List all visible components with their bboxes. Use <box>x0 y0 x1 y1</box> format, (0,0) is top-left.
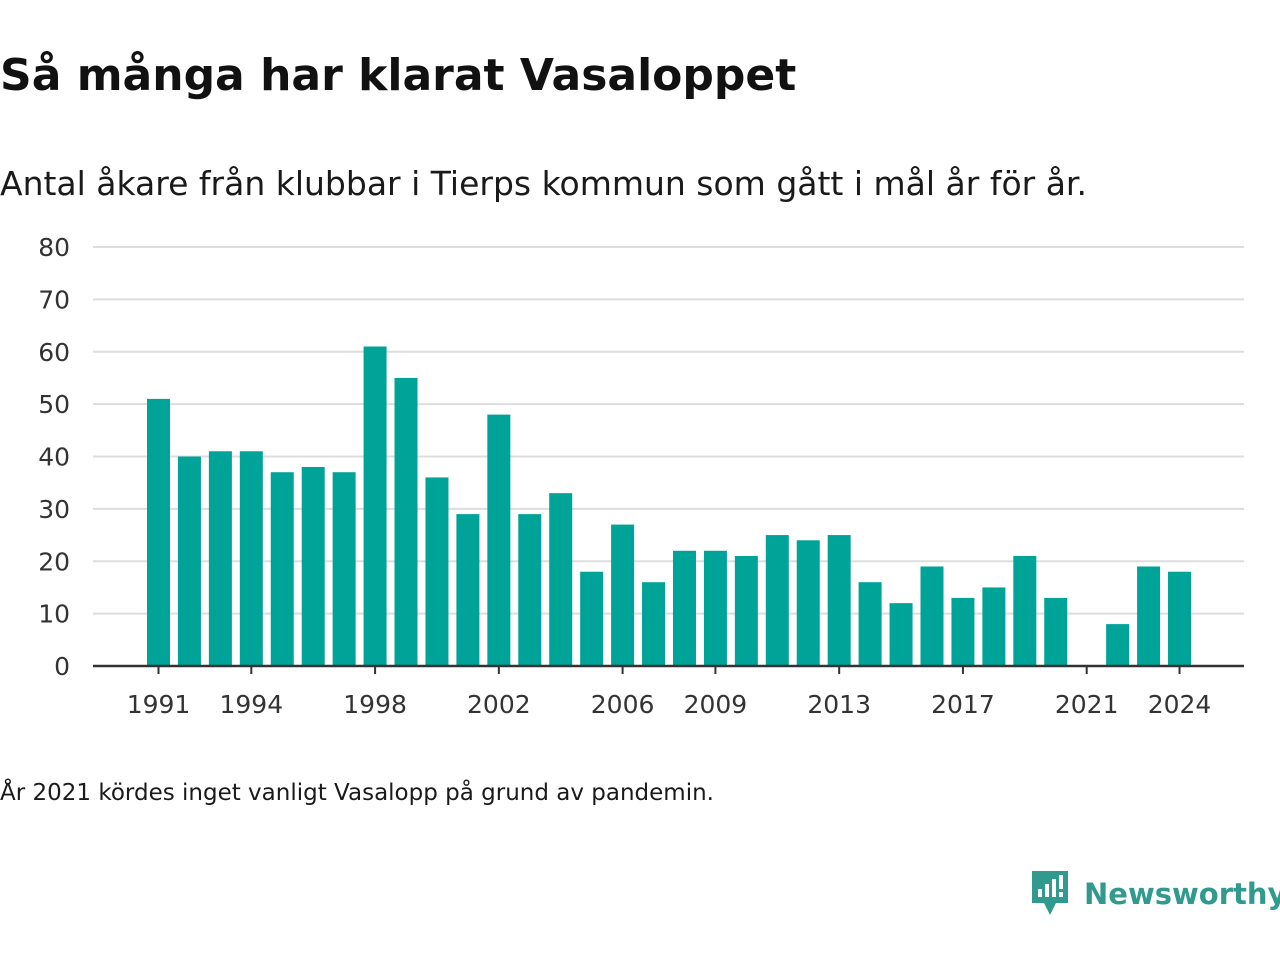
bar-2024: 2024: 18 <box>1168 571 1192 666</box>
y-tick-label: 40 <box>38 443 70 472</box>
bar-2019: 2019: 21 <box>1013 556 1037 666</box>
y-tick-label: 50 <box>38 390 70 419</box>
bar-2008: 2008: 22 <box>672 550 696 666</box>
bar-2015: 2015: 12 <box>889 603 913 666</box>
bar-2010: 2010: 21 <box>734 556 758 666</box>
bar-2000: 2000: 36 <box>425 477 449 666</box>
x-tick-label: 1991 <box>127 690 191 719</box>
x-tick-label: 2021 <box>1055 690 1119 719</box>
y-tick-label: 80 <box>38 233 70 262</box>
y-tick-label: 0 <box>54 652 70 681</box>
x-tick-label: 2013 <box>807 690 871 719</box>
y-tick-label: 20 <box>38 547 70 576</box>
y-tick-label: 70 <box>38 285 70 314</box>
bar-2005: 2005: 18 <box>580 571 604 666</box>
bar-1995: 1995: 37 <box>270 472 294 666</box>
x-tick-label: 2002 <box>467 690 531 719</box>
bar-2007: 2007: 16 <box>642 582 666 666</box>
y-tick-label: 10 <box>38 600 70 629</box>
chart-title: Så många har klarat Vasaloppet <box>0 50 797 101</box>
bar-1991: 1991: 51 <box>147 398 170 666</box>
bar-2017: 2017: 13 <box>951 597 975 666</box>
bar-2004: 2004: 33 <box>549 493 573 666</box>
x-tick-label: 2017 <box>931 690 995 719</box>
x-tick-label: 1994 <box>220 690 284 719</box>
grid-lines <box>93 246 1244 615</box>
bar-2013: 2013: 25 <box>827 535 851 666</box>
bar-2020: 2020: 13 <box>1044 597 1068 666</box>
bar-2022: 2022: 8 <box>1106 624 1130 666</box>
newsworthy-logo-icon <box>1032 871 1068 915</box>
bar-2014: 2014: 16 <box>858 582 882 666</box>
bar-1993: 1993: 41 <box>208 451 232 666</box>
bar-1999: 1999: 55 <box>394 377 418 666</box>
x-axis-labels: 1991 1994 1998 2002 2006 2009 2013 2017 2021 2024 <box>127 690 1212 719</box>
y-tick-label: 60 <box>38 338 70 367</box>
y-tick-label: 30 <box>38 495 70 524</box>
bar-2009: 2009: 22 <box>703 550 727 666</box>
x-tick-label: 2006 <box>591 690 655 719</box>
bar-2002: 2002: 48 <box>487 414 511 666</box>
bar-2012: 2012: 24 <box>796 540 820 666</box>
bar-2006: 2006: 27 <box>611 524 635 666</box>
x-tick-label: 2009 <box>684 690 748 719</box>
bar-2016: 2016: 19 <box>920 566 944 666</box>
bar-1992: 1992: 40 <box>177 456 201 666</box>
brand-logo[interactable]: Newsworthy <box>1030 868 1280 920</box>
footnote: År 2021 kördes inget vanligt Vasalopp på… <box>0 780 714 806</box>
y-axis-labels: 0 10 20 30 40 50 60 70 80 <box>38 233 70 681</box>
bar-1996: 1996: 38 <box>301 466 325 666</box>
bar-1998: 1998: 61 <box>363 346 387 666</box>
chart-subtitle: Antal åkare från klubbar i Tierps kommun… <box>0 164 1087 203</box>
x-tick-label: 2024 <box>1148 690 1212 719</box>
brand-name: Newsworthy <box>1084 877 1280 911</box>
bar-1997: 1997: 37 <box>332 472 356 666</box>
bars: 1991: 51 1992: 40 1993: 41 1994: 41 1995: 37… <box>147 346 1192 666</box>
bar-2011: 2011: 25 <box>765 535 789 666</box>
bar-2023: 2023: 19 <box>1137 566 1161 666</box>
bar-1994: 1994: 41 <box>239 451 263 666</box>
bar-2001: 2001: 29 <box>456 514 480 666</box>
bar-2003: 2003: 29 <box>518 514 542 666</box>
x-tick-label: 1998 <box>343 690 407 719</box>
x-axis <box>93 664 1244 674</box>
bar-2018: 2018: 15 <box>982 587 1006 666</box>
bar-chart: 0 10 20 30 40 50 60 70 80 1991: 51 1992: 40 1993: … <box>38 233 1244 719</box>
